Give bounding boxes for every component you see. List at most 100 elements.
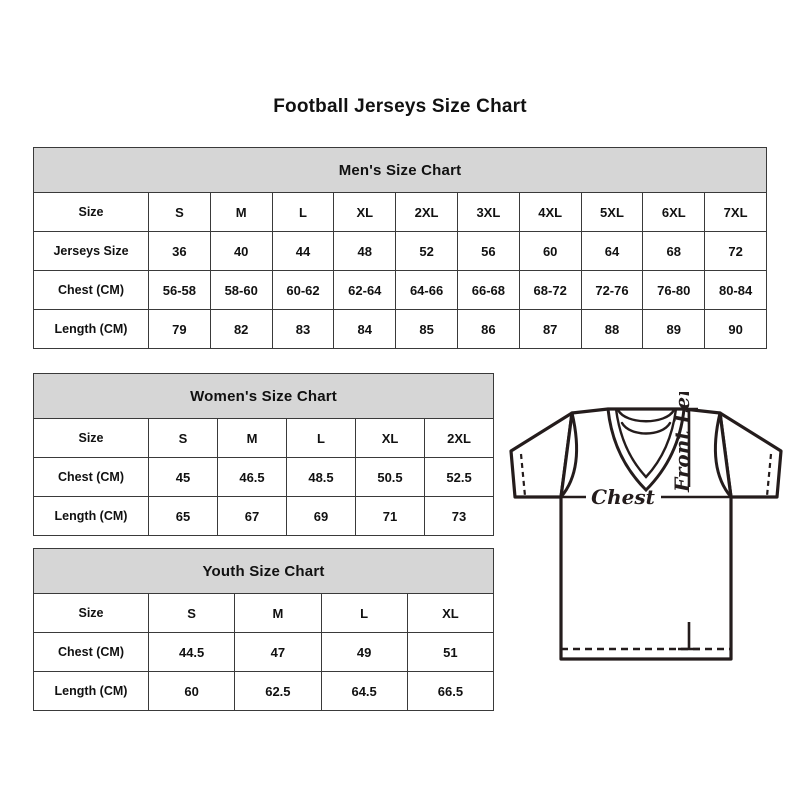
cell: 52	[395, 231, 458, 271]
cell: 46.5	[217, 457, 287, 497]
cell: 86	[456, 309, 520, 349]
cell: 64.5	[320, 671, 408, 711]
cell: 44.5	[147, 632, 236, 672]
womens-table-caption: Women's Size Chart	[32, 373, 495, 419]
cell: 66-68	[456, 270, 520, 310]
mens-table-caption: Men's Size Chart	[32, 147, 768, 193]
column-header-3xl: 3XL	[456, 192, 520, 232]
cell: 44	[271, 231, 335, 271]
table-header-row: Size S M L XL 2XL 3XL 4XL 5XL 6XL 7XL	[33, 192, 768, 232]
cell: 68	[642, 231, 706, 271]
mens-size-chart-table: Men's Size Chart Size S M L XL 2XL 3XL 4…	[32, 147, 768, 349]
table-row: Length (CM) 60 62.5 64.5 66.5	[33, 671, 495, 711]
table-caption-row: Men's Size Chart	[32, 147, 768, 193]
left-armhole-curve	[559, 411, 578, 499]
youth-size-chart-table: Youth Size Chart Size S M L XL Chest (CM…	[32, 548, 495, 711]
left-sleeve-hem-dash	[519, 453, 527, 497]
cell: 88	[580, 309, 644, 349]
table-row: Length (CM) 79 82 83 84 85 86 87 88 89 9…	[33, 309, 768, 349]
cell: 85	[395, 309, 458, 349]
v-neck-collar-band	[614, 407, 678, 479]
cell: 58-60	[209, 270, 273, 310]
column-header-2xl: 2XL	[423, 418, 495, 458]
row-label-length: Length (CM)	[33, 309, 149, 349]
cell: 62-64	[333, 270, 397, 310]
column-header-4xl: 4XL	[518, 192, 582, 232]
cell: 47	[234, 632, 322, 672]
row-label-chest: Chest (CM)	[33, 270, 149, 310]
cell: 84	[333, 309, 397, 349]
table-caption-row: Youth Size Chart	[32, 548, 495, 594]
cell: 67	[217, 496, 287, 536]
column-header-s: S	[147, 593, 236, 633]
tshirt-measurement-diagram: Chest Front Length	[498, 392, 794, 692]
cell: 56-58	[148, 270, 211, 310]
cell: 72-76	[580, 270, 644, 310]
cell: 80-84	[704, 270, 768, 310]
cell: 68-72	[518, 270, 582, 310]
table-row: Chest (CM) 44.5 47 49 51	[33, 632, 495, 672]
womens-size-chart-table: Women's Size Chart Size S M L XL 2XL Che…	[32, 373, 495, 536]
column-header-m: M	[234, 593, 322, 633]
column-header-m: M	[209, 192, 273, 232]
table-header-row: Size S M L XL	[33, 593, 495, 633]
column-header-l: L	[286, 418, 356, 458]
cell: 87	[518, 309, 582, 349]
column-header-6xl: 6XL	[642, 192, 706, 232]
column-header-m: M	[217, 418, 287, 458]
collar-stitch-upper	[616, 408, 676, 423]
column-header-size: Size	[33, 593, 149, 633]
page-title: Football Jerseys Size Chart	[273, 96, 527, 117]
shirt-body-shape	[559, 407, 733, 661]
collar-stitch-lower	[620, 421, 672, 435]
cell: 40	[209, 231, 273, 271]
table-row: Jerseys Size 36 40 44 48 52 56 60 64 68 …	[33, 231, 768, 271]
table-caption-row: Women's Size Chart	[32, 373, 495, 419]
cell: 69	[286, 496, 356, 536]
column-header-2xl: 2XL	[395, 192, 458, 232]
cell: 48.5	[286, 457, 356, 497]
column-header-s: S	[148, 192, 211, 232]
column-header-l: L	[320, 593, 408, 633]
cell: 49	[320, 632, 408, 672]
right-armhole-curve	[714, 411, 733, 499]
column-header-s: S	[148, 418, 218, 458]
row-label-length: Length (CM)	[33, 496, 149, 536]
row-label-chest: Chest (CM)	[33, 632, 149, 672]
cell: 56	[456, 231, 520, 271]
cell: 60	[518, 231, 582, 271]
column-header-xl: XL	[406, 593, 495, 633]
cell: 72	[704, 231, 768, 271]
cell: 51	[406, 632, 495, 672]
column-header-xl: XL	[355, 418, 425, 458]
cell: 62.5	[234, 671, 322, 711]
row-label-length: Length (CM)	[33, 671, 149, 711]
cell: 36	[148, 231, 211, 271]
column-header-7xl: 7XL	[704, 192, 768, 232]
cell: 48	[333, 231, 397, 271]
right-sleeve-hem-dash	[765, 453, 773, 497]
table-row: Length (CM) 65 67 69 71 73	[33, 496, 495, 536]
cell: 60	[147, 671, 236, 711]
front-length-measure-label: Front Length	[670, 392, 694, 493]
column-header-size: Size	[33, 192, 149, 232]
cell: 64-66	[395, 270, 458, 310]
cell: 66.5	[406, 671, 495, 711]
cell: 64	[580, 231, 644, 271]
v-neck-outer	[606, 407, 686, 493]
cell: 90	[704, 309, 768, 349]
cell: 50.5	[355, 457, 425, 497]
column-header-size: Size	[33, 418, 149, 458]
cell: 65	[148, 496, 218, 536]
column-header-l: L	[271, 192, 335, 232]
cell: 60-62	[271, 270, 335, 310]
cell: 73	[423, 496, 495, 536]
cell: 76-80	[642, 270, 706, 310]
table-header-row: Size S M L XL 2XL	[33, 418, 495, 458]
row-label-chest: Chest (CM)	[33, 457, 149, 497]
table-row: Chest (CM) 56-58 58-60 60-62 62-64 64-66…	[33, 270, 768, 310]
table-row: Chest (CM) 45 46.5 48.5 50.5 52.5	[33, 457, 495, 497]
cell: 52.5	[423, 457, 495, 497]
row-label-jerseys-size: Jerseys Size	[33, 231, 149, 271]
column-header-xl: XL	[333, 192, 397, 232]
